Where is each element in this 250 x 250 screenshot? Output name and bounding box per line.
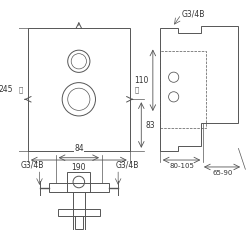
- Text: G3/4B: G3/4B: [181, 10, 205, 19]
- Text: 80-105: 80-105: [169, 164, 194, 170]
- Text: 110: 110: [134, 76, 148, 85]
- Text: 🌡: 🌡: [134, 86, 139, 93]
- Text: 84: 84: [74, 144, 84, 153]
- Text: 190: 190: [72, 164, 86, 172]
- Text: 245: 245: [0, 85, 13, 94]
- Text: 🌡: 🌡: [19, 86, 23, 93]
- Text: 83: 83: [146, 120, 156, 130]
- Text: G3/4B: G3/4B: [21, 160, 44, 169]
- Text: G3/4B: G3/4B: [116, 160, 139, 169]
- Text: 65-90: 65-90: [213, 170, 233, 176]
